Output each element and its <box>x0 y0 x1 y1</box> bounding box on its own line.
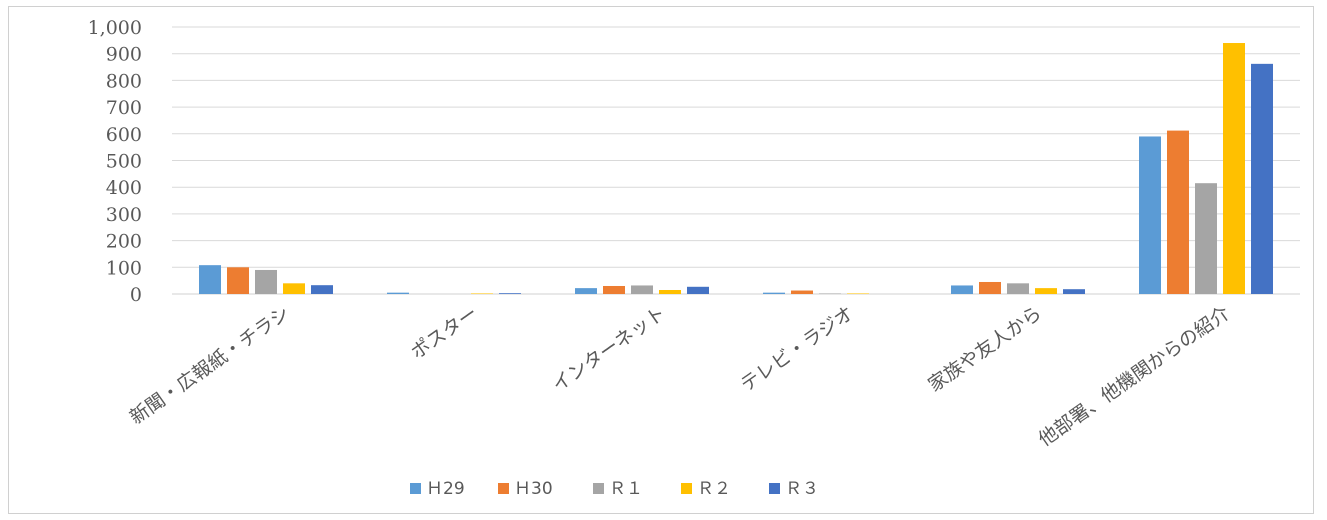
y-tick-label: 900 <box>106 44 142 66</box>
bar-h29-5 <box>1139 136 1161 294</box>
y-tick-label: 500 <box>106 151 142 173</box>
bar-r1-2 <box>631 285 653 294</box>
legend-swatch-h30 <box>498 483 509 494</box>
legend-label-r3: Ｒ３ <box>785 479 819 499</box>
bar-r1-4 <box>1007 283 1029 294</box>
bar-r2-0 <box>283 283 305 294</box>
bar-r3-5 <box>1251 63 1273 294</box>
bar-r2-4 <box>1035 288 1057 294</box>
legend-label-r2: Ｒ２ <box>697 479 731 499</box>
x-category-label: インターネット <box>548 302 670 396</box>
legend-swatch-r3 <box>769 483 780 494</box>
chart-frame <box>8 6 1314 514</box>
x-category-label: 他部署、他機関からの紹介 <box>1034 302 1233 451</box>
bar-r1-3 <box>819 293 841 294</box>
bar-r2-2 <box>659 289 681 294</box>
bar-r2-1 <box>471 293 493 294</box>
legend-label-h29: Ｈ29 <box>426 479 465 499</box>
legend-swatch-r2 <box>681 483 692 494</box>
bar-r3-4 <box>1063 289 1085 294</box>
bar-h29-4 <box>951 285 973 294</box>
x-category-label: テレビ・ラジオ <box>737 302 858 396</box>
y-tick-label: 400 <box>106 177 142 199</box>
bar-r1-5 <box>1195 183 1217 294</box>
x-category-label: 家族や友人から <box>924 302 1046 396</box>
bar-r3-2 <box>687 286 709 294</box>
bar-h30-0 <box>227 267 249 294</box>
y-tick-label: 300 <box>106 204 142 226</box>
bar-h29-0 <box>199 265 221 294</box>
y-tick-label: 800 <box>106 70 142 92</box>
bar-h30-5 <box>1167 130 1189 294</box>
x-category-label: 新聞・広報紙・チラシ <box>126 302 294 429</box>
legend-swatch-h29 <box>410 483 421 494</box>
legend-swatch-r1 <box>593 483 604 494</box>
bar-h30-4 <box>979 281 1001 294</box>
y-tick-label: 0 <box>130 284 142 306</box>
y-tick-label: 700 <box>106 97 142 119</box>
bar-r3-0 <box>311 285 333 294</box>
legend-label-r1: Ｒ１ <box>609 479 643 499</box>
y-tick-label: 600 <box>106 124 142 146</box>
x-category-label: ポスター <box>407 302 482 364</box>
y-tick-label: 200 <box>106 231 142 253</box>
bar-r2-3 <box>847 293 869 294</box>
bar-h29-2 <box>575 288 597 294</box>
bar-r1-0 <box>255 269 277 294</box>
bar-h29-3 <box>763 292 785 294</box>
bar-h30-2 <box>603 285 625 294</box>
bar-r2-5 <box>1223 43 1245 294</box>
legend-label-h30: Ｈ30 <box>514 479 553 499</box>
y-tick-label: 100 <box>106 257 142 279</box>
y-tick-label: 1,000 <box>88 17 142 39</box>
bar-h29-1 <box>387 292 409 294</box>
bar-h30-3 <box>791 290 813 294</box>
bar-r3-1 <box>499 293 521 294</box>
